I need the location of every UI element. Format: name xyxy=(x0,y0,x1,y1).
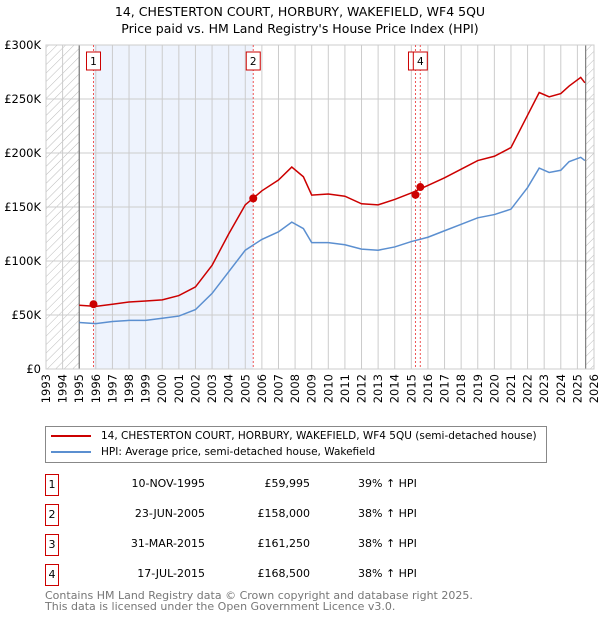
x-tick-label: 2026 xyxy=(587,374,600,403)
sale-number: 4 xyxy=(45,564,59,586)
x-tick-label: 2014 xyxy=(388,374,402,403)
footer-copyright: Contains HM Land Registry data © Crown c… xyxy=(45,589,473,602)
y-tick-label: £300K xyxy=(4,38,41,52)
price-chart: 1993 1994 1995 1996 1997 1998 1999 2000 2001 2002… xyxy=(4,38,600,403)
sale-label: 2 xyxy=(250,56,257,68)
sale-price: £158,000 xyxy=(257,507,311,520)
sale-label-box xyxy=(85,51,101,71)
sale-number: 3 xyxy=(45,534,59,556)
y-tick-label: £100K xyxy=(4,254,41,268)
sale-hpi: 38% ↑ HPI xyxy=(358,567,417,580)
x-tick-label: 2002 xyxy=(188,374,202,403)
legend-label: HPI: Average price, semi-detached house,… xyxy=(101,446,376,458)
x-tick-label: 2007 xyxy=(271,374,285,403)
x-tick-label: 2022 xyxy=(521,374,535,403)
sale-date: 23-JUN-2005 xyxy=(134,507,205,520)
x-tick-label: 1996 xyxy=(89,374,103,403)
x-tick-label: 2025 xyxy=(570,374,584,403)
y-tick-label: £50K xyxy=(12,308,42,322)
y-tick-label: £150K xyxy=(4,200,41,214)
sale-point xyxy=(249,194,258,203)
x-tick-label: 2011 xyxy=(338,374,352,403)
sale-number: 1 xyxy=(45,474,59,496)
sale-hpi: 38% ↑ HPI xyxy=(358,507,417,520)
x-tick-label: 1993 xyxy=(39,374,53,403)
sale-price: £168,500 xyxy=(257,567,311,580)
x-tick-label: 2012 xyxy=(355,374,369,403)
footer-licence: This data is licensed under the Open Gov… xyxy=(45,600,396,613)
x-tick-label: 1995 xyxy=(72,374,86,403)
x-tick-label: 2021 xyxy=(504,374,518,403)
legend-swatch-property xyxy=(51,435,91,437)
x-tick-label: 2016 xyxy=(421,374,435,403)
sale-hpi: 39% ↑ HPI xyxy=(358,477,417,490)
sale-date: 10-NOV-1995 xyxy=(131,477,205,490)
x-tick-label: 2017 xyxy=(438,374,452,403)
sale-point xyxy=(89,300,98,309)
sale-price: £161,250 xyxy=(257,537,311,550)
sale-label-box xyxy=(412,51,428,71)
sale-label: 1 xyxy=(90,56,97,68)
x-tick-label: 2006 xyxy=(255,374,269,403)
x-tick-label: 2023 xyxy=(537,374,551,403)
x-tick-label: 2005 xyxy=(238,374,252,403)
legend-item-hpi: HPI: Average price, semi-detached house,… xyxy=(51,446,375,458)
x-tick-label: 1994 xyxy=(56,374,70,403)
x-tick-label: 2024 xyxy=(554,374,568,403)
chart-subtitle: Price paid vs. HM Land Registry's House … xyxy=(121,21,479,36)
sale-point xyxy=(411,190,420,199)
sale-number: 2 xyxy=(45,504,59,526)
x-tick-label: 1999 xyxy=(139,374,153,403)
legend-label: 14, CHESTERTON COURT, HORBURY, WAKEFIELD… xyxy=(101,430,537,442)
x-tick-label: 2018 xyxy=(454,374,468,403)
sale-hpi: 38% ↑ HPI xyxy=(358,537,417,550)
x-tick-label: 2008 xyxy=(288,374,302,403)
hpi-line xyxy=(79,156,586,325)
x-tick-label: 1998 xyxy=(122,374,136,403)
y-tick-label: £200K xyxy=(4,146,41,160)
sale-point xyxy=(416,183,425,192)
x-tick-label: 2020 xyxy=(487,374,501,403)
x-tick-label: 2004 xyxy=(222,374,236,403)
x-tick-label: 1997 xyxy=(105,374,119,403)
x-tick-label: 2001 xyxy=(172,374,186,403)
sale-label-box xyxy=(245,51,261,71)
x-tick-label: 2009 xyxy=(305,374,319,403)
property-line xyxy=(79,76,586,308)
legend-swatch-hpi xyxy=(51,451,91,453)
plot-frame xyxy=(45,44,595,370)
legend: 14, CHESTERTON COURT, HORBURY, WAKEFIELD… xyxy=(45,426,547,463)
x-tick-label: 2015 xyxy=(404,374,418,403)
x-tick-label: 2000 xyxy=(155,374,169,403)
x-tick-label: 2013 xyxy=(371,374,385,403)
y-tick-label: £250K xyxy=(4,92,41,106)
sale-price: £59,995 xyxy=(264,477,311,490)
x-tick-label: 2003 xyxy=(205,374,219,403)
sale-date: 31-MAR-2015 xyxy=(130,537,205,550)
x-tick-label: 2010 xyxy=(321,374,335,403)
legend-item-property: 14, CHESTERTON COURT, HORBURY, WAKEFIELD… xyxy=(51,430,537,442)
sale-label: 4 xyxy=(417,56,424,68)
x-tick-label: 2019 xyxy=(471,374,485,403)
sale-date: 17-JUL-2015 xyxy=(137,567,205,580)
y-tick-label: £0 xyxy=(26,362,41,376)
chart-title: 14, CHESTERTON COURT, HORBURY, WAKEFIELD… xyxy=(114,4,486,19)
